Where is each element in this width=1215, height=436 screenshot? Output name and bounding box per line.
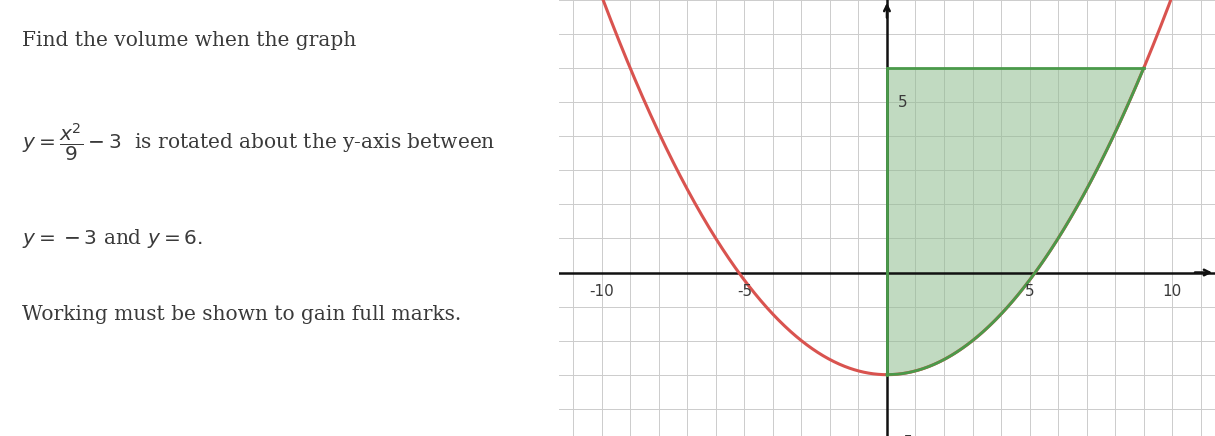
Text: Find the volume when the graph: Find the volume when the graph [22, 31, 356, 50]
Text: Working must be shown to gain full marks.: Working must be shown to gain full marks… [22, 305, 462, 324]
Text: -5: -5 [736, 284, 752, 300]
Text: 5: 5 [898, 95, 908, 110]
Text: $y = -3$ and $y = 6.$: $y = -3$ and $y = 6.$ [22, 227, 203, 250]
Text: -5: -5 [898, 435, 914, 436]
Text: -10: -10 [589, 284, 614, 300]
Text: $y = \dfrac{x^2}{9} - 3$  is rotated about the y-axis between: $y = \dfrac{x^2}{9} - 3$ is rotated abou… [22, 122, 496, 164]
Text: 5: 5 [1024, 284, 1034, 300]
Text: 10: 10 [1163, 284, 1182, 300]
